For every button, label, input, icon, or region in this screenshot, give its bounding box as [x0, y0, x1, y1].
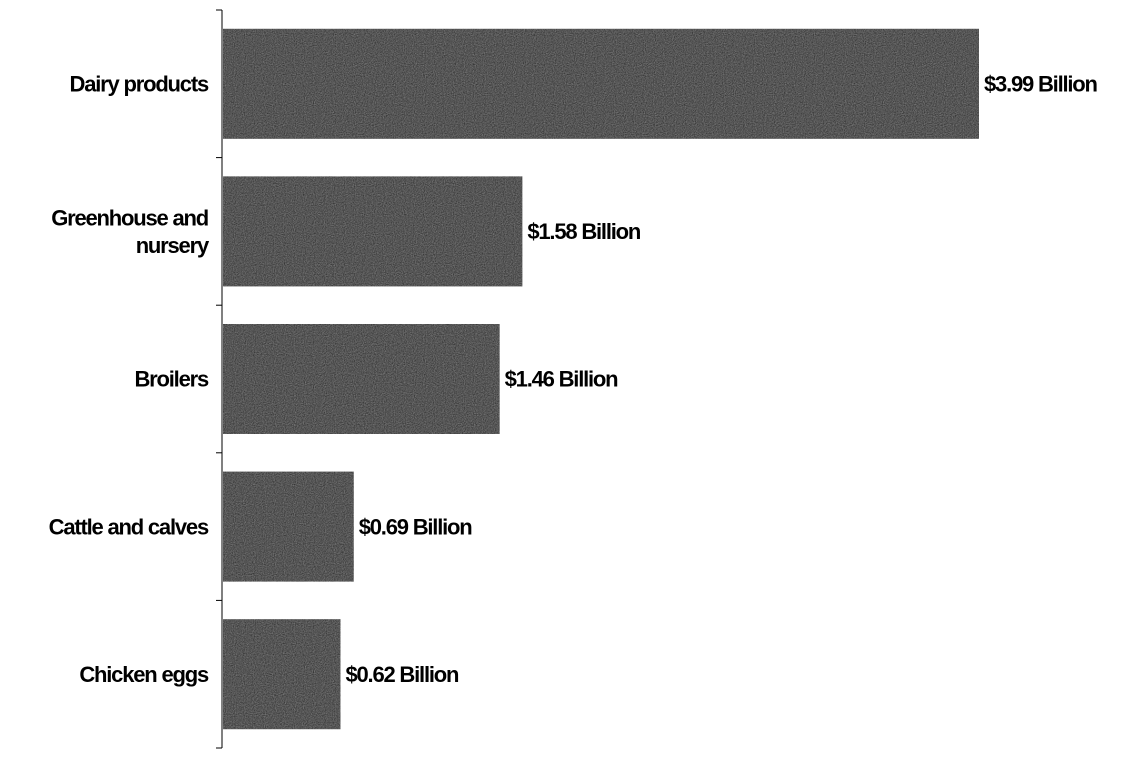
- labels-layer: Dairy products $3.99 Billion Greenhouse an…: [49, 72, 1099, 687]
- category-label: Greenhouse and nursery: [51, 205, 210, 258]
- data-label: $0.62 Billion: [345, 662, 459, 687]
- bar: [223, 28, 979, 139]
- category-label: Broilers: [134, 367, 209, 392]
- bar: [223, 324, 500, 434]
- bar: [223, 176, 523, 287]
- category-axis: [216, 9, 223, 749]
- category-label: Dairy products: [70, 72, 209, 97]
- data-label: $1.58 Billion: [527, 219, 641, 244]
- bar: [223, 619, 341, 730]
- data-label: $1.46 Billion: [505, 367, 619, 392]
- category-label: Chicken eggs: [79, 662, 209, 687]
- category-label: Cattle and calves: [49, 514, 209, 539]
- data-label: $0.69 Billion: [359, 514, 473, 539]
- data-label: $3.99 Billion: [984, 72, 1098, 97]
- bars-layer: [223, 28, 979, 730]
- bar: [223, 471, 354, 582]
